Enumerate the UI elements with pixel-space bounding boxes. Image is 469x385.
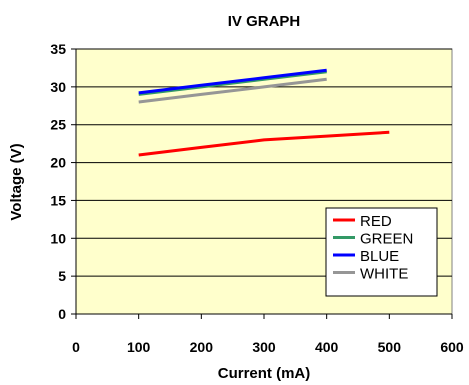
x-tick-label-200: 200: [190, 339, 214, 355]
series-lines: [138, 68, 390, 157]
x-axis-label: Current (mA): [218, 365, 311, 382]
legend-label-red: RED: [360, 213, 392, 230]
y-tick-label-30: 30: [50, 79, 66, 95]
y-tick-label-25: 25: [50, 117, 66, 133]
series-line-white: [138, 77, 327, 104]
x-tick-label-600: 600: [440, 339, 464, 355]
legend-box: [325, 207, 438, 297]
series-line-red: [138, 130, 390, 157]
y-tick-label-5: 5: [58, 268, 66, 284]
y-tick-label-20: 20: [50, 155, 66, 171]
y-tick-label-15: 15: [50, 192, 66, 208]
x-tick-label-300: 300: [252, 339, 276, 355]
series-line-blue: [138, 68, 327, 95]
legend-label-green: GREEN: [360, 231, 413, 248]
y-tick-label-10: 10: [50, 230, 66, 246]
x-tick-label-100: 100: [127, 339, 151, 355]
y-tick-label-0: 0: [58, 306, 66, 322]
chart-title: IV GRAPH: [228, 13, 301, 30]
y-tick-label-35: 35: [50, 41, 66, 57]
x-tick-label-500: 500: [378, 339, 402, 355]
legend-label-white: WHITE: [360, 266, 408, 283]
x-tick-label-400: 400: [315, 339, 339, 355]
legend-label-blue: BLUE: [360, 248, 399, 265]
x-tick-label-0: 0: [72, 339, 80, 355]
y-axis-label: Voltage (V): [8, 143, 25, 220]
tick-labels: 0 5 10 15 20 25 30 35 0 100 200 300 400 500 600: [50, 41, 463, 355]
